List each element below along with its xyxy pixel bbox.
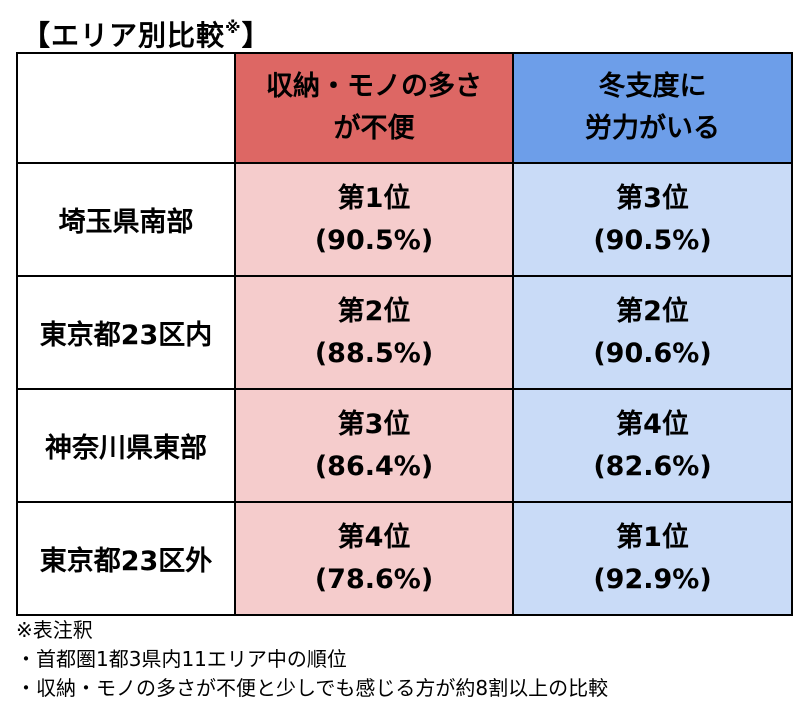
percent-label: (88.5%) xyxy=(314,337,434,369)
rank-label: 第2位 xyxy=(616,295,689,327)
rank-label: 第4位 xyxy=(337,521,411,553)
percent-label: (82.6%) xyxy=(593,450,712,482)
title-close-bracket: 】 xyxy=(241,19,271,52)
header-winter-prep-effort: 冬支度に 労力がいる xyxy=(512,52,793,164)
title-note-mark: ※ xyxy=(225,18,242,37)
rank-cell: 第1位 (92.9%) xyxy=(512,501,793,616)
table-row: 神奈川県東部 第3位 (86.4%) 第4位 (82.6%) xyxy=(16,388,793,503)
area-label: 東京都23区外 xyxy=(16,501,236,616)
rank-cell: 第3位 (90.5%) xyxy=(512,162,793,277)
rank-label: 第1位 xyxy=(616,521,689,553)
header-a-line1: 収納・モノの多さ xyxy=(266,71,482,102)
rank-label: 第2位 xyxy=(337,295,411,327)
rank-cell: 第2位 (90.6%) xyxy=(512,275,793,390)
rank-cell: 第1位 (90.5%) xyxy=(234,162,514,277)
comparison-table: 収納・モノの多さ が不便 冬支度に 労力がいる 埼玉県南部 第1位 (90.5%… xyxy=(16,52,793,616)
rank-label: 第3位 xyxy=(337,408,411,440)
rank-cell: 第4位 (78.6%) xyxy=(234,501,514,616)
area-label: 神奈川県東部 xyxy=(16,388,236,503)
rank-cell: 第4位 (82.6%) xyxy=(512,388,793,503)
header-b-line2: 労力がいる xyxy=(585,113,720,144)
percent-label: (90.6%) xyxy=(593,337,712,369)
note-item: ・収納・モノの多さが不便と少しでも感じる方が約8割以上の比較 xyxy=(16,676,609,700)
header-storage-inconvenience: 収納・モノの多さ が不便 xyxy=(234,52,514,164)
table-row: 埼玉県南部 第1位 (90.5%) 第3位 (90.5%) xyxy=(16,162,793,277)
page-title: 【エリア別比較※】 xyxy=(22,8,271,56)
header-row: 収納・モノの多さ が不便 冬支度に 労力がいる xyxy=(16,52,793,164)
rank-label: 第1位 xyxy=(337,182,411,214)
header-b-line1: 冬支度に xyxy=(598,71,707,102)
area-label: 埼玉県南部 xyxy=(16,162,236,277)
title-text: 【エリア別比較 xyxy=(22,19,226,52)
notes-heading: ※表注釈 xyxy=(16,618,93,642)
percent-label: (92.9%) xyxy=(593,563,712,595)
table-row: 東京都23区外 第4位 (78.6%) 第1位 (92.9%) xyxy=(16,501,793,616)
header-a-line2: が不便 xyxy=(333,113,415,144)
rank-label: 第4位 xyxy=(616,408,689,440)
area-label: 東京都23区内 xyxy=(16,275,236,390)
percent-label: (86.4%) xyxy=(314,450,434,482)
rank-cell: 第2位 (88.5%) xyxy=(234,275,514,390)
rank-label: 第3位 xyxy=(616,182,689,214)
table-row: 東京都23区内 第2位 (88.5%) 第2位 (90.6%) xyxy=(16,275,793,390)
percent-label: (78.6%) xyxy=(314,563,434,595)
table-notes: ※表注釈 ・首都圏1都3県内11エリア中の順位 ・収納・モノの多さが不便と少しで… xyxy=(16,616,608,703)
percent-label: (90.5%) xyxy=(314,224,434,256)
percent-label: (90.5%) xyxy=(593,224,712,256)
rank-cell: 第3位 (86.4%) xyxy=(234,388,514,503)
note-item: ・首都圏1都3県内11エリア中の順位 xyxy=(16,647,347,671)
corner-cell xyxy=(16,52,236,164)
